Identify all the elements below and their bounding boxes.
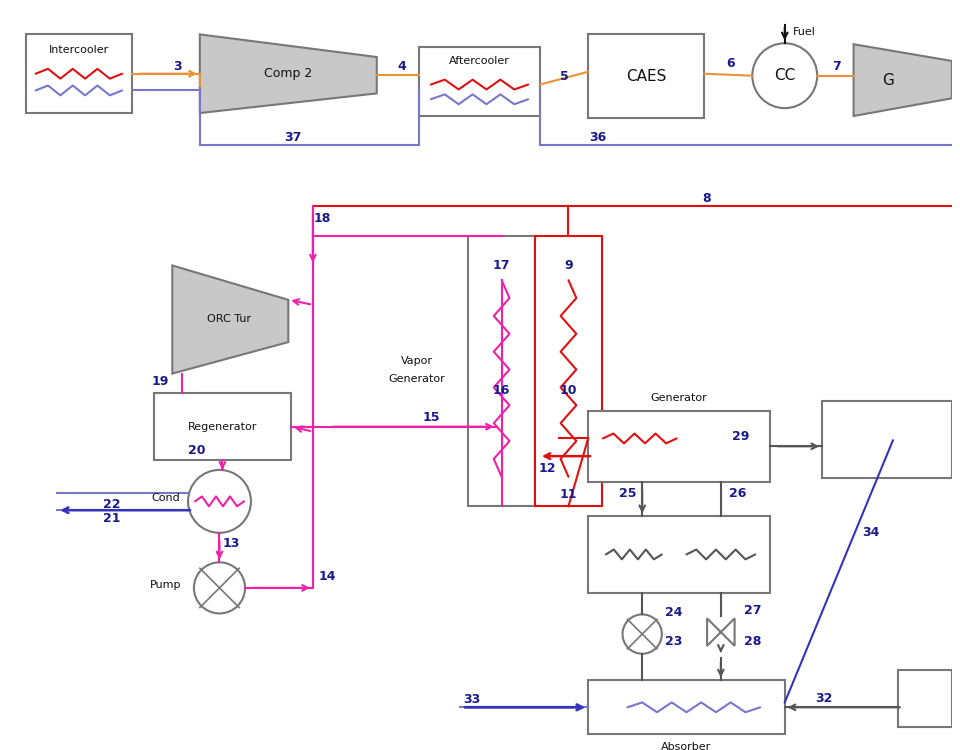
Text: 28: 28	[744, 635, 761, 649]
Text: 11: 11	[560, 488, 577, 501]
Text: 36: 36	[589, 131, 607, 144]
Text: 25: 25	[618, 487, 636, 500]
Text: 27: 27	[744, 604, 761, 617]
FancyBboxPatch shape	[898, 670, 952, 728]
Text: 8: 8	[702, 192, 710, 205]
Text: 21: 21	[103, 512, 120, 524]
Polygon shape	[708, 618, 734, 646]
Text: 26: 26	[729, 487, 746, 500]
Text: 9: 9	[564, 259, 573, 272]
FancyBboxPatch shape	[420, 47, 540, 116]
Text: 10: 10	[560, 384, 577, 398]
Text: Aftercooler: Aftercooler	[449, 56, 510, 66]
FancyBboxPatch shape	[468, 236, 535, 506]
FancyBboxPatch shape	[588, 680, 784, 734]
Text: Fuel: Fuel	[793, 28, 816, 38]
Text: 24: 24	[665, 606, 683, 619]
Text: Generator: Generator	[389, 374, 445, 384]
FancyBboxPatch shape	[588, 516, 770, 593]
Text: 33: 33	[464, 693, 481, 706]
Text: Regenerator: Regenerator	[188, 422, 257, 432]
Text: 19: 19	[152, 375, 169, 388]
Text: CC: CC	[774, 68, 796, 83]
FancyBboxPatch shape	[588, 411, 770, 482]
Text: 5: 5	[561, 70, 569, 83]
FancyBboxPatch shape	[154, 393, 291, 460]
Text: G: G	[882, 73, 894, 88]
Text: 13: 13	[223, 537, 240, 550]
Text: 7: 7	[832, 60, 841, 74]
Text: Vapor: Vapor	[401, 356, 433, 366]
Text: Generator: Generator	[651, 393, 708, 404]
Text: 12: 12	[539, 463, 556, 476]
Text: 20: 20	[188, 444, 205, 457]
Circle shape	[753, 44, 817, 108]
Text: 4: 4	[397, 60, 406, 74]
Text: 15: 15	[422, 411, 440, 424]
Polygon shape	[853, 44, 952, 116]
Text: ORC Tur: ORC Tur	[207, 314, 252, 325]
Text: Absorber: Absorber	[661, 742, 711, 750]
Text: 16: 16	[492, 384, 511, 398]
Text: 6: 6	[727, 58, 735, 70]
Circle shape	[194, 562, 245, 614]
Polygon shape	[200, 34, 376, 113]
Circle shape	[188, 470, 251, 532]
Text: 18: 18	[314, 211, 331, 225]
Text: 29: 29	[732, 430, 749, 443]
Text: Comp 2: Comp 2	[264, 68, 312, 80]
Polygon shape	[172, 266, 288, 374]
Text: CAES: CAES	[626, 69, 666, 84]
FancyBboxPatch shape	[535, 236, 602, 506]
Text: 3: 3	[173, 60, 181, 74]
FancyBboxPatch shape	[588, 34, 704, 118]
Circle shape	[622, 614, 661, 654]
Text: 37: 37	[284, 131, 301, 144]
Text: Pump: Pump	[150, 580, 181, 590]
Text: 23: 23	[665, 635, 683, 649]
Text: 22: 22	[103, 498, 120, 511]
Text: 14: 14	[319, 569, 336, 583]
FancyBboxPatch shape	[822, 401, 952, 478]
Text: 17: 17	[492, 259, 511, 272]
Text: 34: 34	[863, 526, 880, 539]
Text: 32: 32	[815, 692, 832, 705]
FancyBboxPatch shape	[26, 34, 132, 113]
Text: Intercooler: Intercooler	[49, 45, 109, 56]
Text: Cond: Cond	[151, 494, 180, 503]
